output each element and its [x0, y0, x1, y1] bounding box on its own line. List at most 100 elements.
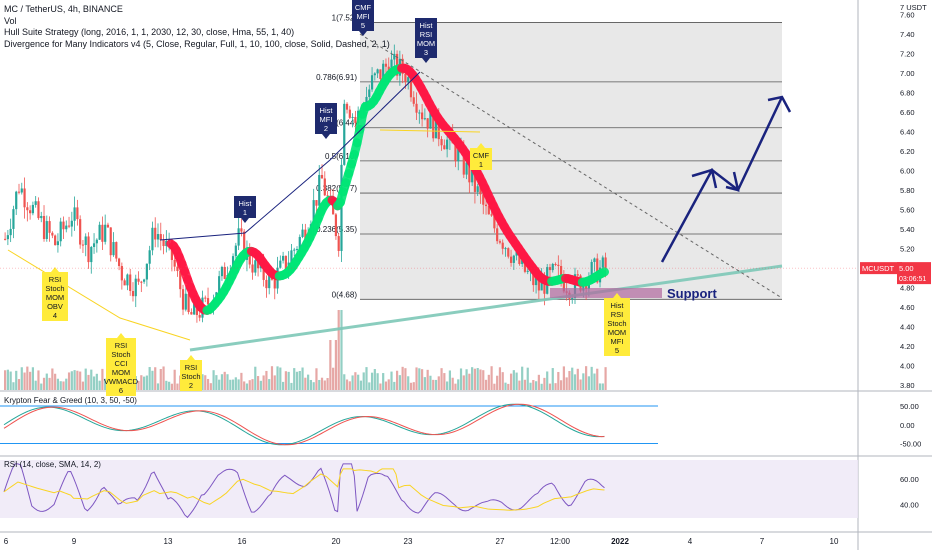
volume-bar	[501, 372, 504, 390]
volume-bar	[498, 367, 502, 390]
volume-bar	[276, 366, 279, 390]
marker-text: CCI	[115, 359, 128, 368]
candle-body	[509, 256, 513, 263]
volume-bar	[54, 373, 57, 390]
volume-bar	[601, 383, 604, 390]
volume-bar	[248, 380, 251, 390]
volume-bar	[231, 379, 235, 390]
marker-text: Hist	[320, 106, 334, 115]
marker-box	[42, 272, 68, 321]
volume-bar	[585, 366, 588, 390]
volume-bar	[95, 373, 98, 390]
volume-bar	[148, 367, 151, 390]
volume-bar	[240, 372, 243, 390]
candle-body	[418, 112, 421, 114]
candle-body	[45, 221, 48, 239]
price-tick-label: 6.60	[900, 108, 915, 117]
candle-body	[140, 281, 143, 283]
candle-body	[243, 231, 246, 260]
volume-bar	[320, 377, 324, 390]
candle-body	[31, 204, 34, 214]
volume-bar	[446, 381, 449, 390]
candle-body	[181, 289, 185, 310]
time-tick-label: 7	[760, 537, 765, 546]
candle-body	[537, 277, 540, 291]
marker-text: CMF	[355, 3, 372, 12]
marker-text: RSI	[611, 310, 624, 319]
rsi-title[interactable]: RSI (14, close, SMA, 14, 2)	[4, 460, 101, 469]
volume-bar	[348, 381, 351, 390]
volume-bar	[484, 379, 488, 390]
candle-body	[126, 274, 129, 286]
volume-bar	[604, 367, 607, 390]
volume-bar	[37, 370, 40, 390]
volume-bar	[287, 371, 290, 390]
volume-bar	[487, 374, 490, 390]
volume-bar	[293, 368, 296, 390]
candle-body	[120, 266, 123, 281]
volume-bar	[273, 375, 276, 390]
volume-bar	[345, 379, 349, 390]
volume-bar	[365, 367, 368, 390]
marker-pointer	[477, 143, 485, 148]
legend-divergence[interactable]: Divergence for Many Indicators v4 (5, Cl…	[4, 38, 390, 49]
volume-bar	[476, 367, 479, 390]
volume-bar	[290, 382, 293, 390]
marker-box	[180, 360, 202, 391]
volume-bar	[90, 369, 93, 390]
marker-text: RSI	[185, 363, 198, 372]
candle-body	[159, 234, 162, 241]
candle-body	[15, 191, 18, 210]
legend-hull-suite[interactable]: Hull Suite Strategy (long, 2016, 1, 1, 2…	[4, 27, 295, 37]
candle-body	[12, 209, 15, 229]
legend-symbol[interactable]: MC / TetherUS, 4h, BINANCE	[4, 4, 123, 14]
rsi-sma-line	[3, 468, 605, 511]
volume-bar	[359, 380, 363, 390]
candle-body	[504, 248, 507, 250]
volume-bar	[318, 379, 321, 390]
volume-bar	[534, 381, 538, 390]
candle-body	[376, 69, 379, 74]
projection-arrow	[660, 96, 784, 263]
legend-volume[interactable]: Vol	[4, 15, 17, 26]
candle-body	[184, 293, 187, 310]
candle-body	[6, 235, 9, 240]
marker-text: Stoch	[181, 372, 200, 381]
volume-bar	[573, 374, 577, 390]
candle-body	[51, 232, 54, 236]
volume-bar	[151, 370, 154, 390]
volume-bar	[451, 377, 454, 390]
volume-bar	[223, 371, 226, 390]
candle-body	[487, 206, 490, 215]
candle-body	[370, 75, 374, 90]
candle-body	[526, 270, 529, 272]
candle-body	[156, 234, 160, 240]
marker-text: MOM	[608, 328, 626, 337]
marker-text: RSI	[115, 341, 128, 350]
candle-body	[37, 201, 40, 219]
candle-body	[562, 278, 565, 292]
candle-body	[532, 269, 535, 286]
last-price: 5.00	[899, 264, 914, 273]
candle-body	[131, 290, 135, 297]
volume-bar	[295, 371, 299, 390]
volume-bar	[265, 370, 268, 390]
volume-bar	[259, 380, 262, 390]
candle-body	[443, 145, 446, 150]
time-tick-label: 12:00	[550, 537, 571, 546]
fear-greed-title[interactable]: Krypton Fear & Greed (10, 3, 50, -50)	[4, 396, 137, 405]
candle-body	[409, 77, 413, 98]
volume-bar	[468, 373, 471, 390]
candle-body	[593, 258, 596, 262]
volume-bar	[415, 367, 418, 390]
candle-body	[206, 298, 210, 305]
candle-body	[81, 244, 85, 246]
volume-bar	[79, 371, 82, 390]
volume-bar	[245, 383, 249, 390]
candle-body	[312, 200, 315, 225]
marker-text: Hist	[611, 301, 625, 310]
candle-body	[540, 279, 543, 291]
